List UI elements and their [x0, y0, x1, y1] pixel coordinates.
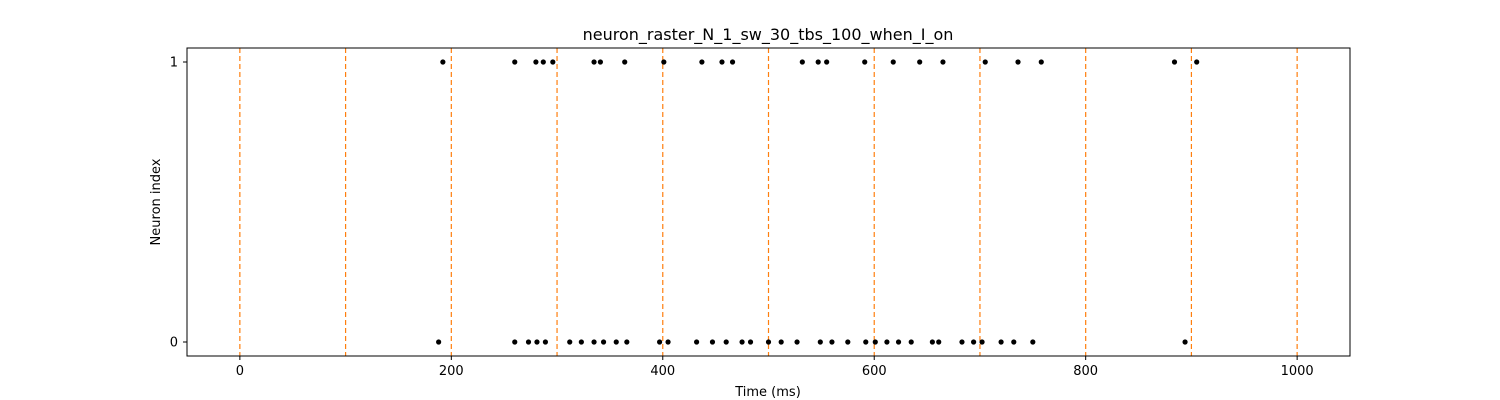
spike-point	[829, 339, 835, 345]
spike-point	[799, 59, 805, 65]
spike-point	[534, 339, 540, 345]
spike-point	[778, 339, 784, 345]
spike-point	[694, 339, 700, 345]
spike-point	[765, 339, 772, 345]
x-tick-label: 1000	[1281, 364, 1314, 379]
spike-point	[622, 59, 628, 65]
spike-point	[512, 59, 518, 65]
spike-point	[1030, 339, 1036, 345]
spike-point	[872, 339, 878, 345]
spike-point	[895, 339, 902, 345]
spike-point	[591, 59, 597, 65]
spike-point	[613, 339, 619, 345]
x-tick-label: 600	[862, 364, 887, 379]
spike-point	[817, 339, 823, 345]
spike-point	[982, 59, 988, 65]
spike-point	[940, 59, 946, 65]
spike-point	[723, 339, 729, 345]
x-tick-label: 200	[439, 364, 464, 379]
spike-point	[624, 339, 630, 345]
x-tick-label: 800	[1073, 364, 1098, 379]
spike-point	[824, 59, 830, 65]
spike-point	[1182, 339, 1188, 345]
y-tick-label: 1	[170, 56, 178, 71]
spike-point	[657, 339, 663, 345]
y-tick-label: 0	[170, 336, 178, 351]
spike-point	[971, 339, 977, 345]
spike-point	[436, 339, 442, 345]
spike-point	[1194, 59, 1200, 65]
spike-point	[979, 339, 985, 345]
spike-point	[567, 339, 573, 345]
spike-point	[719, 59, 725, 65]
spike-point	[525, 339, 532, 345]
spike-point	[890, 59, 896, 65]
spike-point	[550, 59, 556, 65]
spike-point	[699, 59, 705, 65]
spike-point	[739, 339, 745, 345]
spike-point	[597, 59, 603, 65]
spike-point	[863, 339, 869, 345]
spike-point	[815, 59, 821, 65]
spike-point	[661, 59, 667, 65]
spike-point	[1171, 59, 1178, 65]
x-tick-label: 400	[650, 364, 675, 379]
spike-point	[709, 339, 716, 345]
spike-point	[959, 339, 965, 345]
spike-point	[1015, 59, 1021, 65]
chart-title: neuron_raster_N_1_sw_30_tbs_100_when_I_o…	[583, 25, 954, 45]
x-axis-label: Time (ms)	[734, 385, 801, 400]
spike-points-group	[436, 59, 1200, 345]
spike-point	[665, 339, 671, 345]
spike-point	[512, 339, 518, 345]
spike-point	[591, 339, 597, 345]
spike-point	[542, 339, 549, 345]
spike-point	[884, 339, 890, 345]
vertical-lines-group	[239, 48, 1298, 356]
plot-frame	[186, 47, 1351, 357]
spike-point	[440, 59, 446, 65]
spike-point	[533, 59, 539, 65]
spike-point	[936, 339, 942, 345]
spike-point	[917, 59, 923, 65]
spike-point	[929, 339, 935, 345]
spike-point	[600, 339, 607, 345]
y-axis-label: Neuron index	[149, 158, 164, 245]
spike-point	[747, 339, 754, 345]
spike-point	[578, 339, 584, 345]
spike-point	[845, 339, 851, 345]
spike-point	[908, 339, 914, 345]
y-ticks-group: 01	[170, 56, 187, 351]
x-ticks-group: 0 200 400 600 800 1000	[236, 356, 1314, 379]
spike-point	[1038, 59, 1044, 65]
x-tick-label: 0	[236, 364, 244, 379]
spike-point	[794, 339, 800, 345]
spike-point	[729, 59, 736, 65]
spike-point	[540, 59, 546, 65]
spike-point	[1011, 339, 1017, 345]
spike-point	[862, 59, 868, 65]
spike-point	[998, 339, 1004, 345]
